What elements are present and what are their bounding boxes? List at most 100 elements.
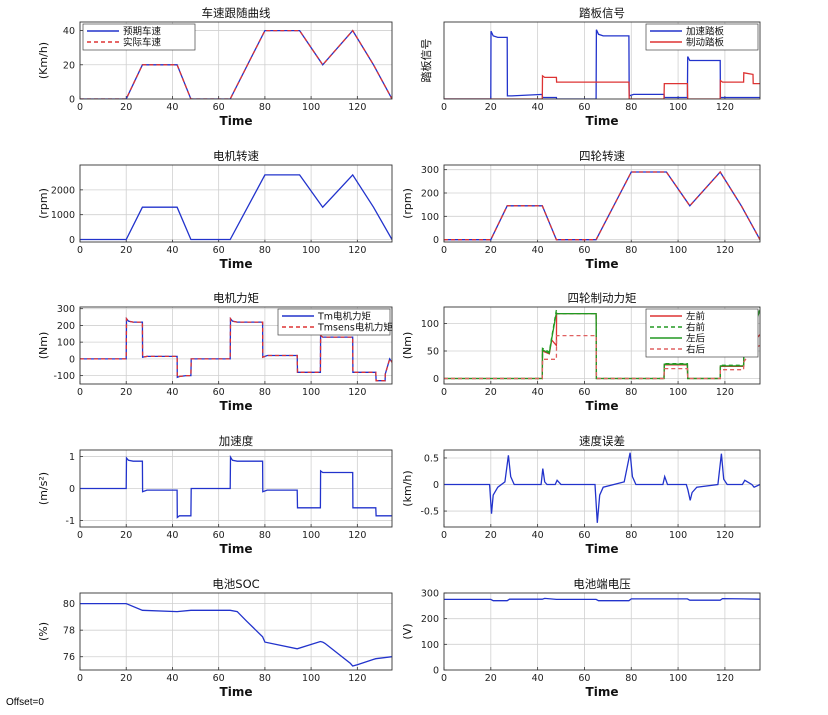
y-tick-label: 100 bbox=[421, 640, 439, 651]
legend-label: Tm电机力矩 bbox=[317, 311, 372, 323]
x-tick-label: 20 bbox=[120, 245, 132, 256]
axes-frame bbox=[79, 306, 393, 385]
legend-label: 加速踏板 bbox=[686, 26, 725, 38]
legend-label: Tmsens电机力矩 bbox=[317, 322, 393, 334]
legend-label: 左前 bbox=[686, 311, 705, 323]
y-tick-label: 80 bbox=[63, 599, 75, 610]
y-tick-label: 0 bbox=[433, 374, 439, 385]
x-tick-label: 120 bbox=[348, 530, 366, 541]
chart-voltage: 0 20 40 60 80 100 120 0 100 200 300 电池端电压 Time (V) bbox=[401, 577, 761, 699]
legend-label: 右后 bbox=[686, 344, 706, 356]
x-tick-label: 80 bbox=[625, 245, 637, 256]
x-tick-label: 40 bbox=[166, 673, 178, 684]
y-tick-label: -100 bbox=[53, 371, 75, 382]
chart-wheel_speed: 0 20 40 60 80 100 120 0 100 200 300 四轮转速 Time (rpm) bbox=[401, 149, 761, 271]
x-tick-label: 100 bbox=[669, 530, 687, 541]
x-tick-label: 100 bbox=[302, 530, 320, 541]
x-tick-label: 40 bbox=[166, 530, 178, 541]
chart-title: 电机力矩 bbox=[213, 291, 259, 305]
series-line bbox=[80, 29, 392, 99]
series-line bbox=[444, 29, 760, 99]
y-tick-label: 0 bbox=[69, 95, 75, 106]
series-line bbox=[80, 602, 392, 667]
x-tick-label: 80 bbox=[259, 673, 271, 684]
x-tick-label: 60 bbox=[578, 530, 590, 541]
x-tick-label: 20 bbox=[485, 530, 497, 541]
y-tick-label: 200 bbox=[57, 321, 75, 332]
y-tick-label: 0 bbox=[69, 484, 75, 495]
x-tick-label: 60 bbox=[578, 673, 590, 684]
y-tick-label: 0 bbox=[433, 235, 439, 246]
x-tick-label: 60 bbox=[578, 102, 590, 113]
y-axis-label: (Nm) bbox=[37, 332, 50, 360]
chart-speed_error: 0 20 40 60 80 100 120 -0.5 0 0.5 速度误差 Time (km/h) bbox=[401, 434, 761, 556]
chart-title: 踏板信号 bbox=[579, 6, 625, 20]
x-tick-label: 0 bbox=[441, 673, 447, 684]
legend-box bbox=[645, 23, 759, 51]
y-axis-label: (rpm) bbox=[401, 188, 414, 219]
x-tick-label: 80 bbox=[625, 530, 637, 541]
x-tick-label: 20 bbox=[485, 245, 497, 256]
x-axis-label: Time bbox=[586, 542, 619, 556]
x-tick-label: 100 bbox=[669, 245, 687, 256]
x-tick-label: 80 bbox=[625, 387, 637, 398]
axes-frame bbox=[443, 449, 761, 528]
x-tick-label: 40 bbox=[166, 245, 178, 256]
offset-label: Offset=0 bbox=[6, 697, 44, 708]
x-tick-label: 0 bbox=[441, 102, 447, 113]
y-tick-label: 0 bbox=[433, 480, 439, 491]
y-axis-label: (Km/h) bbox=[37, 42, 50, 79]
x-tick-label: 20 bbox=[485, 102, 497, 113]
x-tick-label: 120 bbox=[716, 245, 734, 256]
y-tick-label: 300 bbox=[421, 589, 439, 600]
y-axis-label: 踏板信号 bbox=[419, 39, 433, 83]
y-tick-label: 100 bbox=[421, 212, 439, 223]
y-axis-label: (m/s²) bbox=[37, 472, 50, 505]
y-tick-label: 200 bbox=[421, 614, 439, 625]
axes-frame bbox=[443, 592, 761, 671]
series-line bbox=[444, 597, 760, 602]
x-tick-label: 40 bbox=[532, 673, 544, 684]
x-axis-label: Time bbox=[586, 257, 619, 271]
x-tick-label: 60 bbox=[578, 387, 590, 398]
x-tick-label: 0 bbox=[77, 245, 83, 256]
x-tick-label: 0 bbox=[77, 387, 83, 398]
x-tick-label: 40 bbox=[532, 102, 544, 113]
chart-title: 车速跟随曲线 bbox=[202, 6, 271, 20]
y-tick-label: 0 bbox=[433, 666, 439, 677]
x-tick-label: 120 bbox=[716, 673, 734, 684]
x-axis-label: Time bbox=[586, 399, 619, 413]
x-tick-label: 80 bbox=[259, 387, 271, 398]
x-tick-label: 120 bbox=[348, 387, 366, 398]
series-line bbox=[444, 452, 760, 523]
x-tick-label: 0 bbox=[441, 530, 447, 541]
y-tick-label: 200 bbox=[421, 189, 439, 200]
y-axis-label: (rpm) bbox=[37, 188, 50, 219]
axes-frame bbox=[79, 592, 393, 671]
y-tick-label: 300 bbox=[57, 304, 75, 315]
x-tick-label: 120 bbox=[348, 102, 366, 113]
plot-area bbox=[444, 165, 760, 242]
chart-speed: 0 20 40 60 80 100 120 0 20 40 车速跟随曲线 Time (Km/h) 预期车速… bbox=[37, 6, 393, 128]
x-tick-label: 100 bbox=[302, 102, 320, 113]
x-tick-label: 60 bbox=[213, 102, 225, 113]
x-axis-label: Time bbox=[220, 114, 253, 128]
y-axis-label: (Nm) bbox=[401, 332, 414, 360]
axes-frame bbox=[443, 164, 761, 243]
x-tick-label: 100 bbox=[669, 102, 687, 113]
y-tick-label: 1000 bbox=[51, 210, 75, 221]
x-axis-label: Time bbox=[220, 399, 253, 413]
y-tick-label: 40 bbox=[63, 26, 75, 37]
x-tick-label: 60 bbox=[213, 245, 225, 256]
legend-label: 预期车速 bbox=[123, 26, 162, 38]
x-tick-label: 0 bbox=[441, 245, 447, 256]
plot-area bbox=[444, 593, 760, 670]
x-tick-label: 120 bbox=[716, 102, 734, 113]
series-line bbox=[444, 72, 760, 99]
chart-brake_force: 0 20 40 60 80 100 120 0 50 100 四轮制动力矩 Time (Nm) 左前右前左… bbox=[401, 291, 761, 413]
y-axis-label: (km/h) bbox=[401, 470, 414, 506]
y-tick-label: 0.5 bbox=[424, 453, 439, 464]
